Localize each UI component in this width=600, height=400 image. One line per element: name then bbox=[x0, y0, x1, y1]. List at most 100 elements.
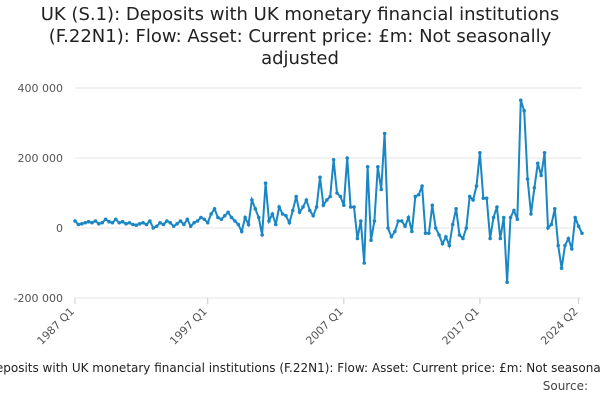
point bbox=[246, 222, 251, 227]
point bbox=[508, 215, 513, 220]
point bbox=[83, 220, 88, 225]
point bbox=[110, 220, 115, 225]
point bbox=[226, 210, 230, 215]
point bbox=[389, 234, 394, 239]
point bbox=[522, 108, 526, 113]
point bbox=[518, 98, 523, 103]
point bbox=[131, 222, 135, 227]
y-tick-label: 0 bbox=[56, 222, 63, 235]
line bbox=[74, 99, 583, 283]
point bbox=[287, 220, 292, 225]
point bbox=[396, 219, 401, 223]
point bbox=[294, 194, 298, 199]
point bbox=[556, 243, 560, 248]
point bbox=[148, 219, 152, 223]
point bbox=[437, 233, 441, 237]
point bbox=[205, 220, 210, 225]
point bbox=[563, 243, 567, 248]
point bbox=[171, 224, 176, 229]
point bbox=[239, 229, 244, 234]
point bbox=[566, 236, 571, 241]
point bbox=[168, 220, 173, 225]
point bbox=[158, 220, 162, 225]
point bbox=[352, 205, 356, 209]
point bbox=[219, 217, 224, 222]
point bbox=[199, 215, 203, 220]
x-tick-label: 2017 Q1 bbox=[440, 305, 483, 348]
point bbox=[580, 231, 584, 236]
point bbox=[488, 236, 492, 241]
point bbox=[413, 194, 418, 199]
point bbox=[505, 280, 509, 285]
point bbox=[379, 187, 384, 192]
point bbox=[569, 247, 574, 251]
point bbox=[546, 226, 550, 230]
point bbox=[576, 224, 581, 229]
point bbox=[427, 231, 431, 236]
x-tick-label: 1987 Q1 bbox=[35, 305, 78, 348]
point bbox=[277, 205, 281, 209]
point bbox=[549, 222, 554, 227]
point bbox=[80, 222, 84, 226]
point bbox=[481, 196, 486, 201]
y-tick-label: 400 000 bbox=[18, 82, 64, 95]
point bbox=[192, 220, 196, 225]
point bbox=[161, 222, 166, 227]
point bbox=[127, 220, 132, 225]
point bbox=[369, 238, 373, 243]
point bbox=[433, 226, 438, 230]
point bbox=[399, 219, 404, 223]
point bbox=[410, 229, 414, 234]
point bbox=[447, 243, 452, 248]
point bbox=[501, 215, 506, 220]
point bbox=[307, 208, 312, 213]
point bbox=[345, 156, 350, 160]
point bbox=[321, 203, 326, 208]
point bbox=[348, 205, 353, 209]
source: Source: bbox=[543, 379, 588, 393]
point bbox=[97, 222, 101, 226]
point bbox=[491, 215, 496, 220]
point bbox=[532, 185, 537, 190]
point bbox=[280, 212, 285, 216]
point bbox=[525, 177, 530, 181]
point bbox=[209, 212, 213, 216]
point bbox=[90, 220, 94, 225]
point bbox=[464, 226, 469, 230]
point bbox=[454, 206, 458, 211]
point bbox=[338, 194, 343, 199]
chart-title: UK (S.1): Deposits with UK monetary fina… bbox=[40, 4, 560, 69]
point bbox=[229, 215, 234, 220]
point bbox=[114, 217, 118, 222]
point bbox=[342, 203, 346, 208]
point bbox=[120, 219, 125, 224]
point bbox=[260, 233, 264, 237]
point bbox=[175, 222, 179, 226]
point bbox=[495, 205, 499, 209]
point bbox=[471, 198, 475, 202]
point bbox=[178, 219, 183, 223]
point bbox=[467, 194, 472, 199]
point bbox=[386, 226, 390, 230]
point bbox=[250, 198, 254, 202]
point bbox=[573, 215, 577, 220]
point bbox=[100, 220, 105, 225]
point bbox=[185, 217, 190, 222]
point bbox=[406, 215, 411, 220]
point bbox=[457, 233, 462, 237]
x-tick-label: 2024 Q2 bbox=[538, 305, 581, 348]
point bbox=[539, 173, 543, 178]
point bbox=[430, 203, 435, 208]
point bbox=[484, 196, 489, 201]
point bbox=[212, 206, 217, 211]
point bbox=[216, 215, 220, 220]
point bbox=[195, 219, 200, 223]
point bbox=[103, 217, 108, 222]
point bbox=[182, 222, 186, 227]
point bbox=[512, 208, 516, 213]
point bbox=[137, 222, 142, 226]
point bbox=[335, 191, 339, 195]
point bbox=[86, 219, 91, 224]
y-tick-label: -200 000 bbox=[14, 292, 63, 305]
